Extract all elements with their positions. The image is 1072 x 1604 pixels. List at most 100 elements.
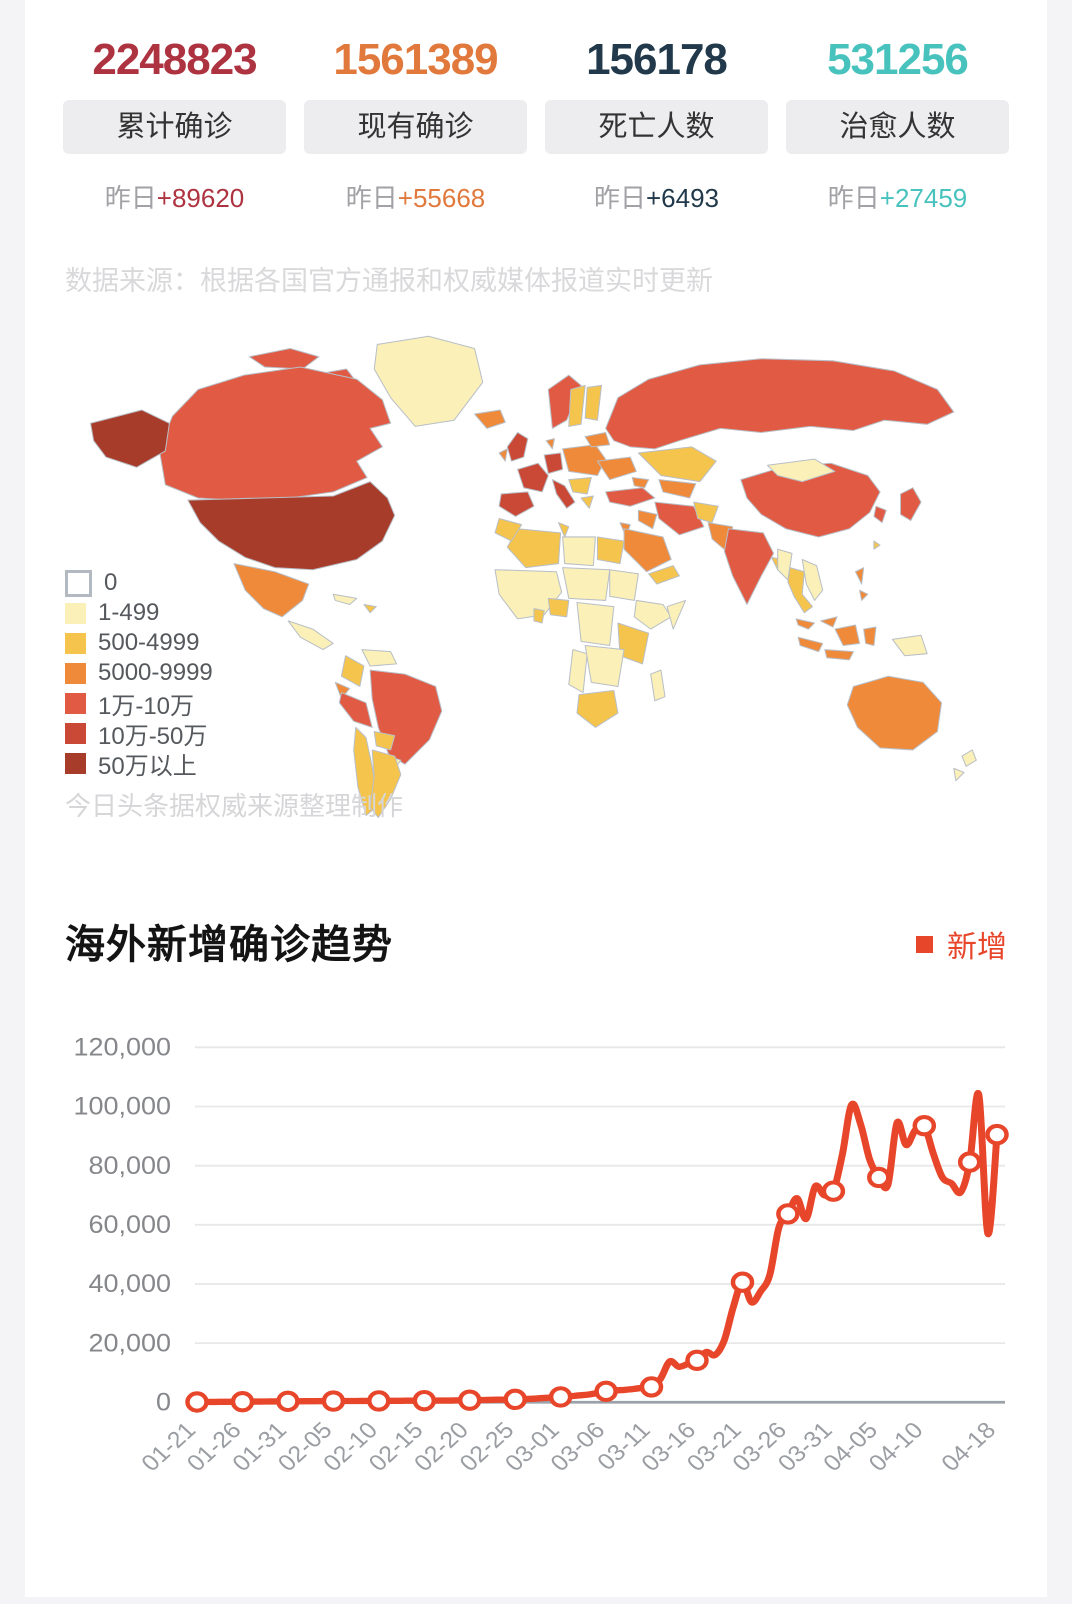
data-point-marker[interactable]: [548, 1386, 573, 1408]
data-point-marker[interactable]: [776, 1203, 800, 1225]
region-somalia[interactable]: [666, 600, 687, 631]
data-point-marker[interactable]: [367, 1390, 391, 1412]
stats-row: 2248823 累计确诊 昨日+89620 1561389 现有确诊 昨日+55…: [25, 0, 1047, 215]
region-cuba[interactable]: [332, 594, 358, 606]
region-southern-africa[interactable]: [584, 645, 625, 688]
region-afghanistan[interactable]: [693, 502, 719, 524]
region-congo[interactable]: [576, 602, 615, 647]
data-point-marker[interactable]: [685, 1350, 709, 1372]
region-baltics[interactable]: [584, 432, 611, 448]
region-iran[interactable]: [654, 502, 705, 536]
region-vietnam[interactable]: [801, 559, 824, 602]
region-egypt[interactable]: [596, 536, 625, 565]
region-balkans[interactable]: [568, 477, 592, 495]
region-russia[interactable]: [605, 358, 955, 450]
region-united-states[interactable]: [187, 481, 396, 571]
region-finland[interactable]: [584, 385, 603, 422]
region-australia[interactable]: [846, 676, 943, 751]
region-united-kingdom[interactable]: [506, 432, 529, 463]
region-france[interactable]: [517, 463, 549, 493]
region-japan[interactable]: [900, 487, 922, 522]
region-venezuela[interactable]: [361, 649, 398, 667]
data-point-marker[interactable]: [503, 1389, 527, 1411]
region-south-korea[interactable]: [873, 506, 887, 524]
region-denmark[interactable]: [545, 438, 555, 450]
region-ethiopia[interactable]: [633, 600, 672, 631]
region-malaysia[interactable]: [795, 618, 816, 631]
region-central-america[interactable]: [287, 620, 334, 651]
stat-delta: 昨日+27459: [786, 178, 1009, 215]
region-south-africa[interactable]: [576, 690, 619, 729]
region-mexico[interactable]: [233, 563, 310, 618]
region-bolivia[interactable]: [373, 731, 396, 751]
data-point-marker[interactable]: [821, 1180, 846, 1203]
data-point-marker[interactable]: [639, 1376, 664, 1398]
region-algeria[interactable]: [506, 528, 562, 569]
region-east-africa[interactable]: [617, 622, 650, 665]
region-greenland[interactable]: [373, 336, 484, 428]
region-iceland[interactable]: [474, 409, 506, 430]
region-angola[interactable]: [568, 649, 588, 694]
region-peru[interactable]: [338, 692, 373, 729]
region-ecuador[interactable]: [334, 682, 351, 700]
region-taiwan[interactable]: [873, 540, 881, 551]
region-philippines[interactable]: [854, 567, 865, 585]
region-hispaniola[interactable]: [363, 604, 377, 614]
data-point-marker[interactable]: [276, 1391, 300, 1413]
y-axis-tick-label: 60,000: [88, 1212, 171, 1239]
region-sahel[interactable]: [562, 567, 611, 602]
region-colombia[interactable]: [340, 655, 365, 688]
region-brazil[interactable]: [369, 669, 443, 766]
region-new-zealand[interactable]: [953, 768, 965, 782]
region-tunisia[interactable]: [558, 522, 570, 538]
data-point-marker[interactable]: [412, 1390, 437, 1412]
region-greece[interactable]: [580, 495, 594, 510]
region-argentina[interactable]: [369, 749, 402, 819]
region-ireland[interactable]: [498, 448, 508, 463]
region-spain[interactable]: [498, 491, 535, 518]
data-point-marker[interactable]: [867, 1167, 891, 1189]
region-arctic-islands[interactable]: [248, 348, 320, 370]
region-ghana[interactable]: [533, 608, 545, 624]
data-point-marker[interactable]: [230, 1391, 255, 1413]
region-sweden[interactable]: [568, 385, 586, 428]
region-kazakhstan[interactable]: [637, 446, 717, 483]
region-indonesia[interactable]: [863, 626, 877, 647]
region-canada[interactable]: [158, 366, 392, 501]
data-point-marker[interactable]: [594, 1381, 618, 1403]
region-caucasus[interactable]: [631, 477, 650, 489]
region-india[interactable]: [723, 528, 775, 606]
region-west-africa[interactable]: [494, 569, 563, 620]
region-indonesia[interactable]: [834, 624, 861, 647]
data-point-marker[interactable]: [957, 1151, 982, 1174]
region-indonesia[interactable]: [797, 637, 824, 653]
region-alaska[interactable]: [90, 409, 170, 469]
region-libya[interactable]: [562, 536, 596, 567]
region-turkey[interactable]: [605, 487, 656, 508]
region-central-asia[interactable]: [658, 479, 697, 499]
data-point-marker[interactable]: [185, 1391, 209, 1414]
region-new-zealand[interactable]: [961, 749, 977, 768]
region-morocco[interactable]: [494, 518, 523, 542]
region-philippines[interactable]: [859, 590, 869, 602]
data-point-marker[interactable]: [985, 1124, 1009, 1146]
region-iraq[interactable]: [637, 510, 658, 530]
region-thailand[interactable]: [787, 567, 813, 614]
region-papua[interactable]: [891, 635, 928, 657]
data-point-marker[interactable]: [321, 1390, 346, 1413]
region-indonesia[interactable]: [824, 649, 854, 661]
region-mongolia[interactable]: [766, 458, 836, 483]
region-malaysia[interactable]: [820, 616, 838, 628]
data-point-marker[interactable]: [912, 1115, 937, 1137]
region-central-europe[interactable]: [562, 444, 607, 477]
data-point-marker[interactable]: [730, 1271, 755, 1294]
region-madagascar[interactable]: [650, 669, 666, 702]
region-saudi-arabia[interactable]: [623, 528, 672, 573]
region-sudan[interactable]: [609, 569, 639, 602]
data-point-marker[interactable]: [457, 1389, 482, 1412]
region-yemen-oman[interactable]: [648, 565, 680, 585]
region-ukraine[interactable]: [596, 456, 637, 481]
region-nigeria[interactable]: [547, 598, 570, 618]
region-germany[interactable]: [543, 452, 564, 475]
region-italy[interactable]: [551, 479, 576, 510]
